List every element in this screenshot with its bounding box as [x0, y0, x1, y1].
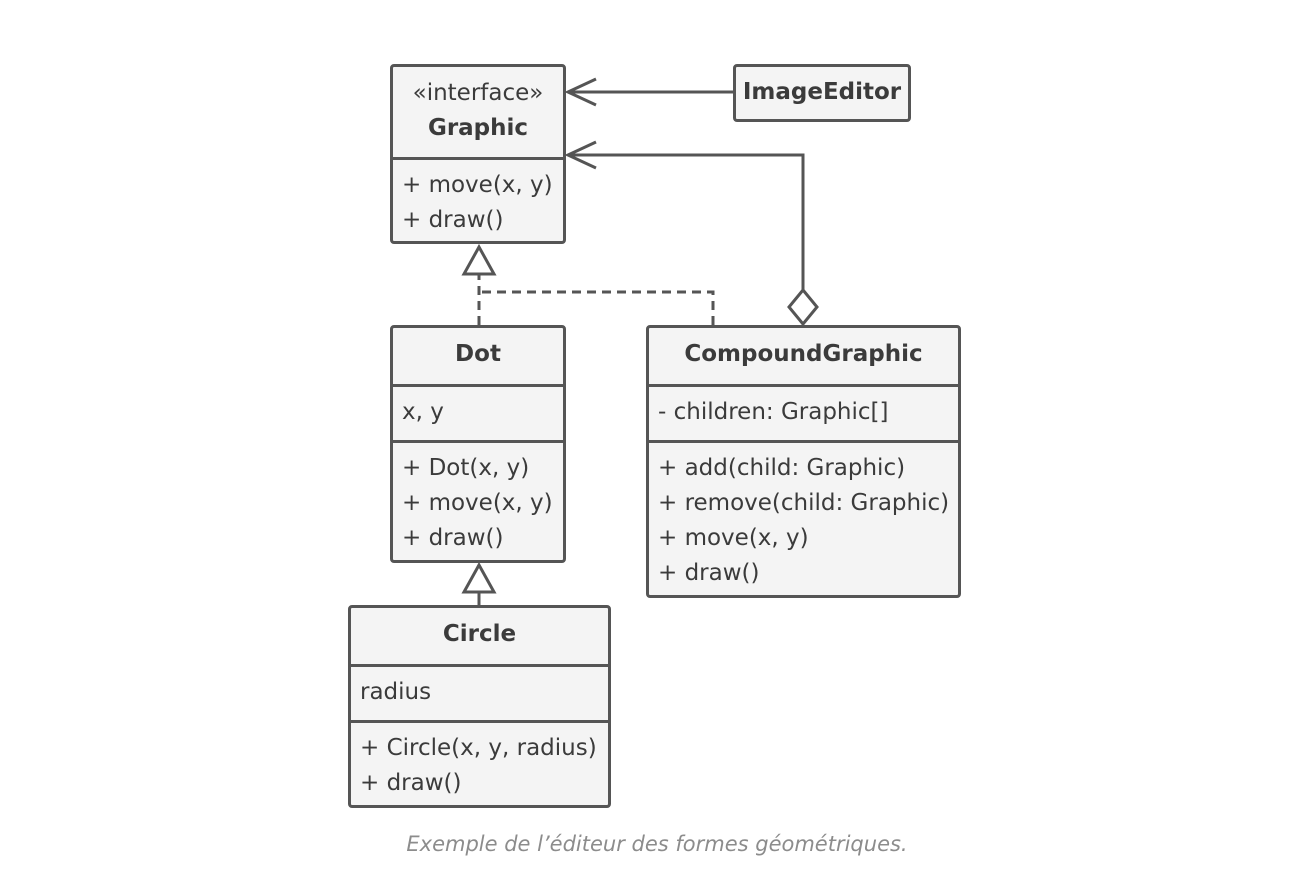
dot-method-constructor: + Dot(x, y): [402, 455, 530, 481]
graphic-method-draw: + draw(): [402, 207, 504, 233]
circle-field-radius: radius: [360, 679, 432, 705]
compoundgraphic-aggregation-arrowhead: [564, 140, 597, 170]
circle-class-box: Circle radius + Circle(x, y, radius) + d…: [348, 605, 611, 808]
inheritance-triangle: [461, 561, 497, 594]
dot-field-xy: x, y: [402, 399, 444, 425]
compoundgraphic-aggregation-line: [570, 153, 805, 292]
imageeditor-name: ImageEditor: [742, 79, 902, 105]
compoundgraphic-header: CompoundGraphic: [649, 328, 958, 384]
compoundgraphic-fields: - children: Graphic[]: [649, 384, 958, 440]
graphic-interface-box: «interface» Graphic + move(x, y) + draw(…: [390, 64, 566, 244]
circle-methods: + Circle(x, y, radius) + draw(): [351, 720, 608, 801]
compoundgraphic-name: CompoundGraphic: [684, 341, 923, 367]
circle-header: Circle: [351, 608, 608, 664]
compoundgraphic-method-add: + add(child: Graphic): [658, 455, 906, 481]
dot-method-draw: + draw(): [402, 525, 504, 551]
imageeditor-association-arrowhead: [564, 77, 597, 107]
circle-method-draw: + draw(): [360, 770, 462, 796]
graphic-method-move: + move(x, y): [402, 172, 553, 198]
compoundgraphic-realization-line: [479, 290, 715, 325]
dot-header: Dot: [393, 328, 563, 384]
circle-fields: radius: [351, 664, 608, 720]
compoundgraphic-method-move: + move(x, y): [658, 525, 809, 551]
compoundgraphic-class-box: CompoundGraphic - children: Graphic[] + …: [646, 325, 961, 598]
graphic-methods: + move(x, y) + draw(): [393, 157, 563, 238]
circle-name: Circle: [442, 621, 517, 647]
imageeditor-header: ImageEditor: [736, 67, 908, 110]
figure-caption: Exemple de l’éditeur des formes géométri…: [406, 832, 908, 856]
dot-fields: x, y: [393, 384, 563, 440]
aggregation-diamond: [787, 287, 819, 327]
graphic-header: «interface» Graphic: [393, 67, 563, 157]
realization-triangle: [461, 243, 497, 276]
dot-methods: + Dot(x, y) + move(x, y) + draw(): [393, 440, 563, 556]
compoundgraphic-field-children: - children: Graphic[]: [658, 399, 889, 425]
circle-method-constructor: + Circle(x, y, radius): [360, 735, 597, 761]
graphic-stereotype: «interface»: [412, 80, 544, 106]
compoundgraphic-method-remove: + remove(child: Graphic): [658, 490, 950, 516]
compoundgraphic-method-draw: + draw(): [658, 560, 760, 586]
dot-class-box: Dot x, y + Dot(x, y) + move(x, y) + draw…: [390, 325, 566, 563]
dot-name: Dot: [455, 341, 501, 367]
graphic-name: Graphic: [427, 115, 529, 141]
imageeditor-class-box: ImageEditor: [733, 64, 911, 122]
compoundgraphic-methods: + add(child: Graphic) + remove(child: Gr…: [649, 440, 958, 591]
dot-method-move: + move(x, y): [402, 490, 553, 516]
